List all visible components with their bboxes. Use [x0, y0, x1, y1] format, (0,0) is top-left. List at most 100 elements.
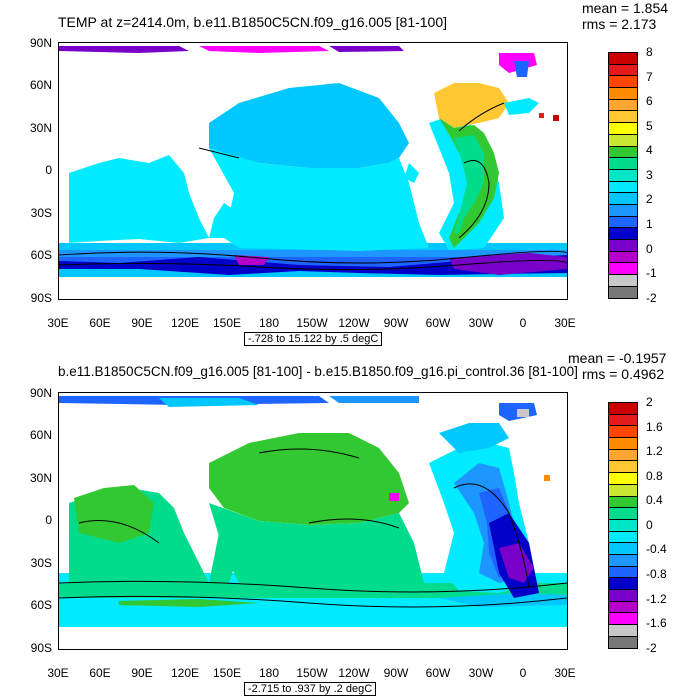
lon-label: 120W: [338, 316, 370, 330]
lat-label: 0: [45, 513, 52, 527]
colorbar-swatch: [609, 543, 637, 555]
colorbar-swatch: [609, 123, 637, 135]
lat-label: 60S: [30, 598, 52, 612]
colorbar-swatch: [609, 134, 637, 147]
colorbar-swatch: [609, 99, 637, 112]
colorbar-swatch: [609, 484, 637, 497]
colorbar-label: -2: [646, 640, 657, 655]
lon-label: 180: [258, 666, 280, 680]
colorbar-swatch: [609, 449, 637, 462]
colorbar-swatch: [609, 554, 637, 567]
colorbar-swatch: [609, 414, 637, 427]
colorbar-swatch: [609, 240, 637, 252]
colorbar-label: 1.2: [646, 444, 663, 459]
map-plot: [58, 42, 568, 300]
colorbar-label: 1.6: [646, 419, 663, 434]
lat-label: 30S: [30, 206, 52, 220]
colorbar-swatch: [609, 601, 637, 614]
lon-label: 30E: [554, 666, 576, 680]
colorbar-label: 1: [646, 216, 653, 231]
colorbar-swatch: [609, 508, 637, 520]
colorbar-swatch: [609, 566, 637, 579]
colorbar-label: 5: [646, 118, 653, 133]
lon-label: 30E: [47, 666, 69, 680]
colorbar-swatch: [609, 496, 637, 509]
colorbar-label: 6: [646, 94, 653, 109]
colorbar-swatch: [609, 438, 637, 450]
lon-label: 120E: [170, 666, 200, 680]
colorbar-swatch: [609, 578, 637, 590]
colorbar-swatch: [609, 251, 637, 264]
colorbar-swatch: [609, 636, 637, 649]
lon-label: 0: [519, 316, 527, 330]
lon-label: 90W: [383, 666, 409, 680]
colorbar-swatch: [609, 76, 637, 89]
colorbar-swatch: [609, 519, 637, 532]
colorbar-label: 3: [646, 167, 653, 182]
lon-label: 90E: [131, 316, 153, 330]
map-plot: [58, 392, 568, 650]
colorbar-swatch: [609, 403, 637, 415]
colorbar-label: -2: [646, 290, 657, 305]
colorbar-swatch: [609, 228, 637, 240]
colorbar-label: -1.6: [646, 616, 667, 631]
colorbar-swatch: [609, 590, 637, 602]
rms-value: rms = 2.173: [582, 16, 657, 32]
colorbar-swatch: [609, 158, 637, 170]
colorbar-swatch: [609, 426, 637, 439]
colorbar-swatch: [609, 263, 637, 276]
colorbar-label: 0: [646, 517, 653, 532]
colorbar-label: 0.4: [646, 493, 663, 508]
lon-label: 150E: [212, 666, 242, 680]
lon-label: 60E: [89, 666, 111, 680]
colorbar-label: 8: [646, 45, 653, 59]
lat-label: 60S: [30, 248, 52, 262]
colorbar-label: 7: [646, 69, 653, 84]
colorbar-label: -1.2: [646, 591, 667, 606]
colorbar-swatch: [609, 286, 637, 299]
mean-value: mean = -0.1957: [568, 350, 667, 366]
panel-title: b.e11.B1850C5CN.f09_g16.005 [81-100] - b…: [58, 364, 578, 379]
colorbar-label: -0.8: [646, 566, 667, 581]
colorbar-label: 2: [646, 395, 653, 409]
colorbar-swatch: [609, 625, 637, 637]
lon-label: 30E: [554, 316, 576, 330]
colorbar-swatch: [609, 204, 637, 217]
colorbar-swatch: [609, 111, 637, 124]
lat-label: 30S: [30, 556, 52, 570]
lon-label: 60W: [425, 316, 451, 330]
map-panel-bottom: b.e11.B1850C5CN.f09_g16.005 [81-100] - b…: [0, 350, 700, 700]
lon-label: 0: [519, 666, 527, 680]
colorbar-label: 0: [646, 241, 653, 256]
colorbar-swatch: [609, 64, 637, 77]
lat-label: 0: [45, 163, 52, 177]
lat-label: 60N: [29, 78, 52, 92]
lat-label: 30N: [29, 471, 52, 485]
lon-label: 180: [258, 316, 280, 330]
map-panel-top: TEMP at z=2414.0m, b.e11.B1850C5CN.f09_g…: [29, 0, 668, 346]
colorbar-label: 2: [646, 192, 653, 207]
colorbar: [608, 52, 638, 300]
colorbar-swatch: [609, 146, 637, 159]
lat-label: 90S: [30, 641, 52, 655]
colorbar-swatch: [609, 461, 637, 474]
colorbar-swatch: [609, 613, 637, 626]
colorbar-swatch: [609, 216, 637, 229]
colorbar-swatch: [609, 181, 637, 194]
lon-label: 90W: [383, 316, 409, 330]
colorbar-label: -0.4: [646, 542, 667, 557]
lon-label: 30W: [468, 666, 494, 680]
lon-label: 150E: [212, 316, 242, 330]
lon-label: 30W: [468, 316, 494, 330]
lat-label: 90N: [29, 386, 52, 400]
lat-label: 60N: [29, 428, 52, 442]
lon-label: 150W: [296, 666, 328, 680]
colorbar-swatch: [609, 53, 637, 65]
lon-label: 150W: [296, 316, 328, 330]
panel-title: TEMP at z=2414.0m, b.e11.B1850C5CN.f09_g…: [58, 14, 448, 30]
colorbar-swatch: [609, 531, 637, 544]
colorbar-label: 0.8: [646, 468, 663, 483]
contour-range-label: -2.715 to .937 by .2 degC: [244, 682, 377, 696]
lon-label: 120W: [338, 666, 370, 680]
contour-range-label: -.728 to 15.122 by .5 degC: [244, 332, 383, 346]
